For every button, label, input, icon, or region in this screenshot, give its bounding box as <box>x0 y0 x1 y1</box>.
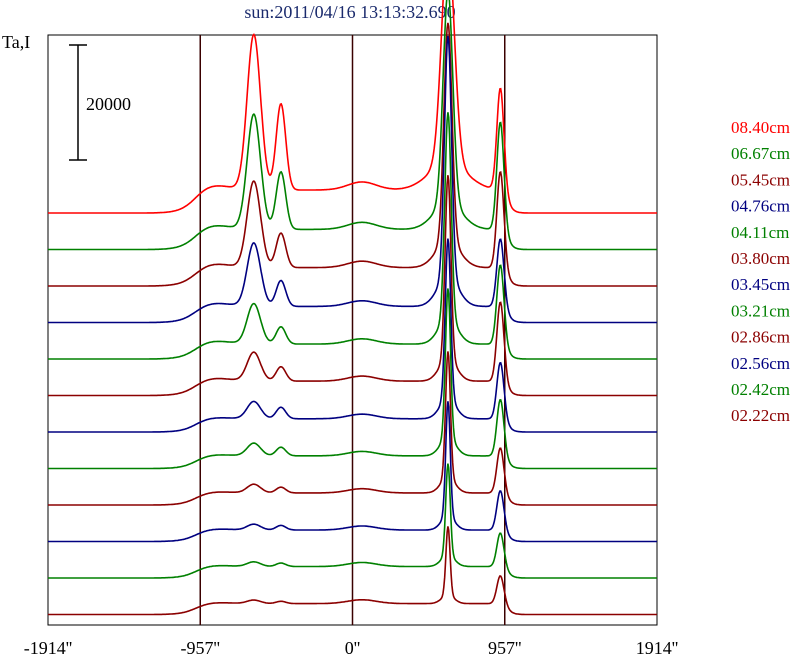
chart-title: sun:2011/04/16 13:13:32.690 <box>244 2 456 22</box>
legend-item-02.22cm: 02.22cm <box>731 406 790 425</box>
legend-item-03.80cm: 03.80cm <box>731 249 790 268</box>
legend-item-06.67cm: 06.67cm <box>731 144 790 163</box>
series-line-02.42cm <box>48 463 657 579</box>
series-line-02.86cm <box>48 351 657 506</box>
series-group <box>48 0 657 616</box>
x-tick-label: 1914'' <box>636 638 679 658</box>
legend-item-05.45cm: 05.45cm <box>731 170 790 189</box>
series-line-03.80cm <box>48 175 657 397</box>
legend-item-02.42cm: 02.42cm <box>731 380 790 399</box>
legend-item-03.45cm: 03.45cm <box>731 275 790 294</box>
series-line-04.11cm <box>48 112 657 360</box>
series-line-03.45cm <box>48 238 657 433</box>
scale-bar-label: 20000 <box>86 94 131 114</box>
legend-item-02.56cm: 02.56cm <box>731 354 790 373</box>
legend-item-04.11cm: 04.11cm <box>731 223 789 242</box>
series-line-08.40cm <box>48 0 657 214</box>
series-line-03.21cm <box>48 288 657 470</box>
x-tick-label: 0'' <box>345 638 361 658</box>
series-line-06.67cm <box>48 0 657 251</box>
scale-bar: 20000 <box>69 44 131 161</box>
series-line-04.76cm <box>48 35 657 324</box>
series-line-05.45cm <box>48 22 657 287</box>
x-tick-labels: -1914'' -957'' 0'' 957'' 1914'' <box>24 638 678 658</box>
series-line-02.22cm <box>48 526 657 616</box>
y-axis-label: Ta,I <box>2 32 31 52</box>
legend-item-02.86cm: 02.86cm <box>731 328 790 347</box>
legend-item-03.21cm: 03.21cm <box>731 301 790 320</box>
legend-item-08.40cm: 08.40cm <box>731 118 790 137</box>
series-line-02.56cm <box>48 401 657 543</box>
x-tick-label: 957'' <box>488 638 522 658</box>
legend: 08.40cm 06.67cm 05.45cm 04.76cm 04.11cm 03.80… <box>731 118 790 425</box>
x-tick-label: -1914'' <box>24 638 72 658</box>
legend-item-04.76cm: 04.76cm <box>731 197 790 216</box>
x-tick-label: -957'' <box>181 638 220 658</box>
